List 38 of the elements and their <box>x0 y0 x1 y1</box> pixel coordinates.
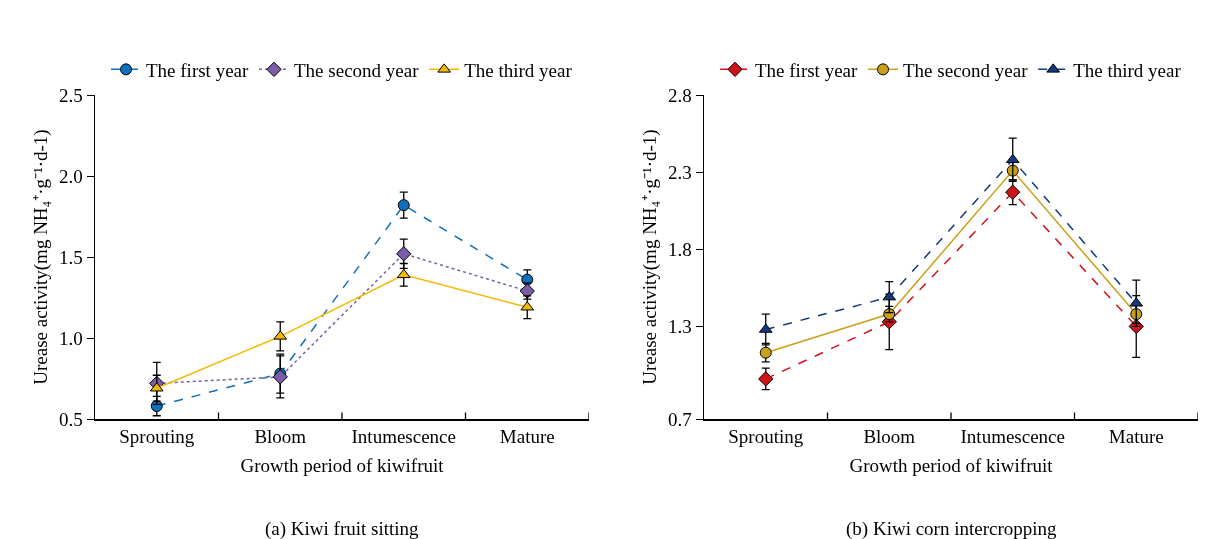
y-tick-label: 1.3 <box>667 316 692 338</box>
point <box>396 268 411 279</box>
legend-label: The third year <box>464 59 573 81</box>
point <box>1005 153 1020 164</box>
y-tick-label: 2.0 <box>58 165 83 187</box>
x-tick-label: Bloom <box>863 426 916 448</box>
text: (b) Kiwi corn intercropping <box>846 518 1058 539</box>
x-tick-label: Mature <box>1108 426 1164 448</box>
y-axis-title: Urease activity(mg NH₄⁺·g⁻¹·d-1) <box>29 129 52 385</box>
x-axis-title: Growth period of kiwifruit <box>849 454 1054 476</box>
y-tick-label: 1.5 <box>58 246 83 268</box>
point <box>759 346 772 359</box>
x-tick-label: Mature <box>499 426 555 448</box>
point <box>397 199 410 212</box>
y-axis-title: Urease activity(mg NH₄⁺·g⁻¹·d-1) <box>638 129 661 385</box>
y-tick-label: 2.8 <box>667 84 692 106</box>
text: (a) Kiwi fruit sitting <box>265 518 420 539</box>
y-tick-label: 2.5 <box>58 84 83 106</box>
x-tick-label: Sprouting <box>119 426 195 448</box>
point <box>758 371 774 387</box>
point <box>1005 184 1021 200</box>
x-tick-label: Intumescence <box>960 426 1065 448</box>
y-tick-label: 0.7 <box>667 408 692 430</box>
y-tick-label: 1.0 <box>58 327 83 349</box>
y-tick-label: 0.5 <box>58 408 83 430</box>
y-tick-label: 2.3 <box>667 161 692 183</box>
x-tick-label: Intumescence <box>351 426 456 448</box>
legend-label: The second year <box>903 59 1029 81</box>
x-axis-title: Growth period of kiwifruit <box>240 454 445 476</box>
legend-label: The second year <box>294 59 420 81</box>
x-tick-label: Bloom <box>254 426 307 448</box>
point <box>396 246 412 262</box>
legend-label: The first year <box>146 59 250 81</box>
point <box>272 369 288 385</box>
x-tick-label: Sprouting <box>728 426 804 448</box>
legend-label: The first year <box>755 59 859 81</box>
legend-label: The third year <box>1073 59 1182 81</box>
y-tick-label: 1.8 <box>667 238 692 260</box>
